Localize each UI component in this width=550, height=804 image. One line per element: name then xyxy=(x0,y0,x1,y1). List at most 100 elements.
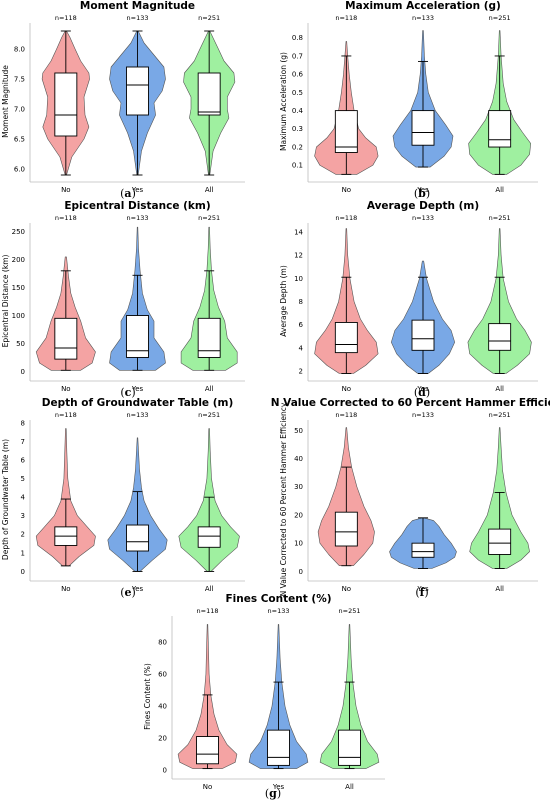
y-tick-label: 12 xyxy=(294,252,303,260)
panel-letter: c xyxy=(125,386,132,399)
y-axis-label: Moment Magnitude xyxy=(1,65,10,138)
box-no xyxy=(334,511,358,547)
x-tick-label: No xyxy=(342,585,352,593)
panel-title: Maximum Acceleration (g) xyxy=(345,0,501,12)
y-tick-label: 200 xyxy=(12,256,25,264)
y-tick-label: 14 xyxy=(294,228,303,236)
x-tick-label: No xyxy=(61,385,71,393)
paren: ( xyxy=(415,586,419,599)
box-no xyxy=(196,736,219,765)
paren: ( xyxy=(414,386,418,399)
paren: ) xyxy=(132,586,136,599)
y-tick-label: 4 xyxy=(21,494,26,502)
box-yes xyxy=(411,319,435,351)
y-tick-label: 0 xyxy=(21,368,25,376)
x-tick-label: Yes xyxy=(416,385,429,393)
y-tick-label: 0.8 xyxy=(292,34,303,42)
y-tick-label: 0.3 xyxy=(292,125,303,133)
panel-label: (b) xyxy=(414,187,430,200)
count-label: n=251 xyxy=(489,411,511,419)
y-tick-label: 10 xyxy=(294,275,303,283)
y-axis-label: Fines Content (%) xyxy=(143,663,152,730)
panel-f: N Value Corrected to 60 Percent Hammer E… xyxy=(271,397,550,599)
paren: ( xyxy=(120,187,124,200)
count-label: n=133 xyxy=(127,14,149,22)
panel-label: (g) xyxy=(265,787,281,800)
count-label: n=118 xyxy=(335,14,357,22)
box-yes xyxy=(411,542,435,558)
y-tick-label: 0.2 xyxy=(292,143,303,151)
y-tick-label: 30 xyxy=(294,483,303,491)
count-label: n=133 xyxy=(127,411,149,419)
box-all xyxy=(197,72,221,116)
y-tick-label: 50 xyxy=(16,340,25,348)
box-no xyxy=(54,72,78,137)
x-tick-label: No xyxy=(342,385,352,393)
x-tick-label: All xyxy=(345,783,354,791)
panel-letter: f xyxy=(420,586,426,599)
count-label: n=133 xyxy=(412,411,434,419)
box-all xyxy=(338,729,361,766)
panel-d: Average Depth (m) Average Depth (m) 2 4 6 8 10… xyxy=(279,200,538,399)
count-label: n=118 xyxy=(197,607,219,615)
count-label: n=251 xyxy=(489,214,511,222)
x-tick-label: Yes xyxy=(131,385,144,393)
box-no xyxy=(54,317,78,360)
count-label: n=251 xyxy=(198,411,220,419)
count-label: n=133 xyxy=(412,214,434,222)
paren: ) xyxy=(426,386,430,399)
panel-e: Depth of Groundwater Table (m) Depth of G… xyxy=(1,397,245,599)
panel-title: Fines Content (%) xyxy=(225,593,331,605)
y-tick-label: 6 xyxy=(299,321,304,329)
y-axis-label: Depth of Groundwater Table (m) xyxy=(1,439,10,560)
y-tick-label: 20 xyxy=(158,735,167,743)
box-no xyxy=(334,110,358,153)
y-tick-label: 7.5 xyxy=(14,75,25,83)
panel-title: N Value Corrected to 60 Percent Hammer E… xyxy=(271,397,550,409)
panel-letter: a xyxy=(124,187,131,200)
count-label: n=251 xyxy=(339,607,361,615)
x-tick-label: No xyxy=(342,186,352,194)
box-yes xyxy=(126,66,149,116)
y-tick-label: 4 xyxy=(299,344,304,352)
y-tick-label: 7.0 xyxy=(14,105,25,113)
box-all xyxy=(197,526,221,548)
x-tick-label: All xyxy=(495,186,504,194)
y-tick-label: 0 xyxy=(21,568,25,576)
panel-label: (a) xyxy=(120,187,136,200)
y-tick-label: 0.1 xyxy=(292,162,303,170)
panel-letter: g xyxy=(269,787,277,800)
y-tick-label: 80 xyxy=(158,638,167,646)
paren: ) xyxy=(277,787,281,800)
paren: ( xyxy=(265,787,269,800)
box-all xyxy=(488,110,512,148)
x-tick-label: All xyxy=(495,385,504,393)
y-tick-label: 250 xyxy=(12,228,25,236)
count-label: n=251 xyxy=(198,14,220,22)
y-tick-label: 5 xyxy=(21,475,25,483)
panel-title: Epicentral Distance (km) xyxy=(64,200,210,212)
x-tick-label: No xyxy=(61,186,71,194)
paren: ( xyxy=(120,586,124,599)
y-axis-label: Average Depth (m) xyxy=(279,265,288,337)
y-axis-label: N Value Corrected to 60 Percent Hammer E… xyxy=(279,402,288,596)
x-tick-label: Yes xyxy=(416,585,429,593)
box-yes xyxy=(267,729,290,766)
y-tick-label: 40 xyxy=(294,455,303,463)
panel-title: Average Depth (m) xyxy=(367,200,479,212)
x-tick-label: Yes xyxy=(272,783,285,791)
x-tick-label: All xyxy=(205,385,214,393)
box-no xyxy=(334,322,358,354)
count-label: n=118 xyxy=(55,14,77,22)
panel-b: Maximum Acceleration (g) Maximum Accelera… xyxy=(279,0,538,200)
y-tick-label: 60 xyxy=(158,670,167,678)
paren: ) xyxy=(132,187,136,200)
paren: ( xyxy=(414,187,418,200)
y-tick-label: 20 xyxy=(294,511,303,519)
panel-label: (c) xyxy=(120,386,135,399)
y-tick-label: 8 xyxy=(299,298,303,306)
x-tick-label: No xyxy=(61,585,71,593)
y-tick-label: 8 xyxy=(21,419,25,427)
count-label: n=118 xyxy=(335,411,357,419)
y-tick-label: 0 xyxy=(163,767,167,775)
